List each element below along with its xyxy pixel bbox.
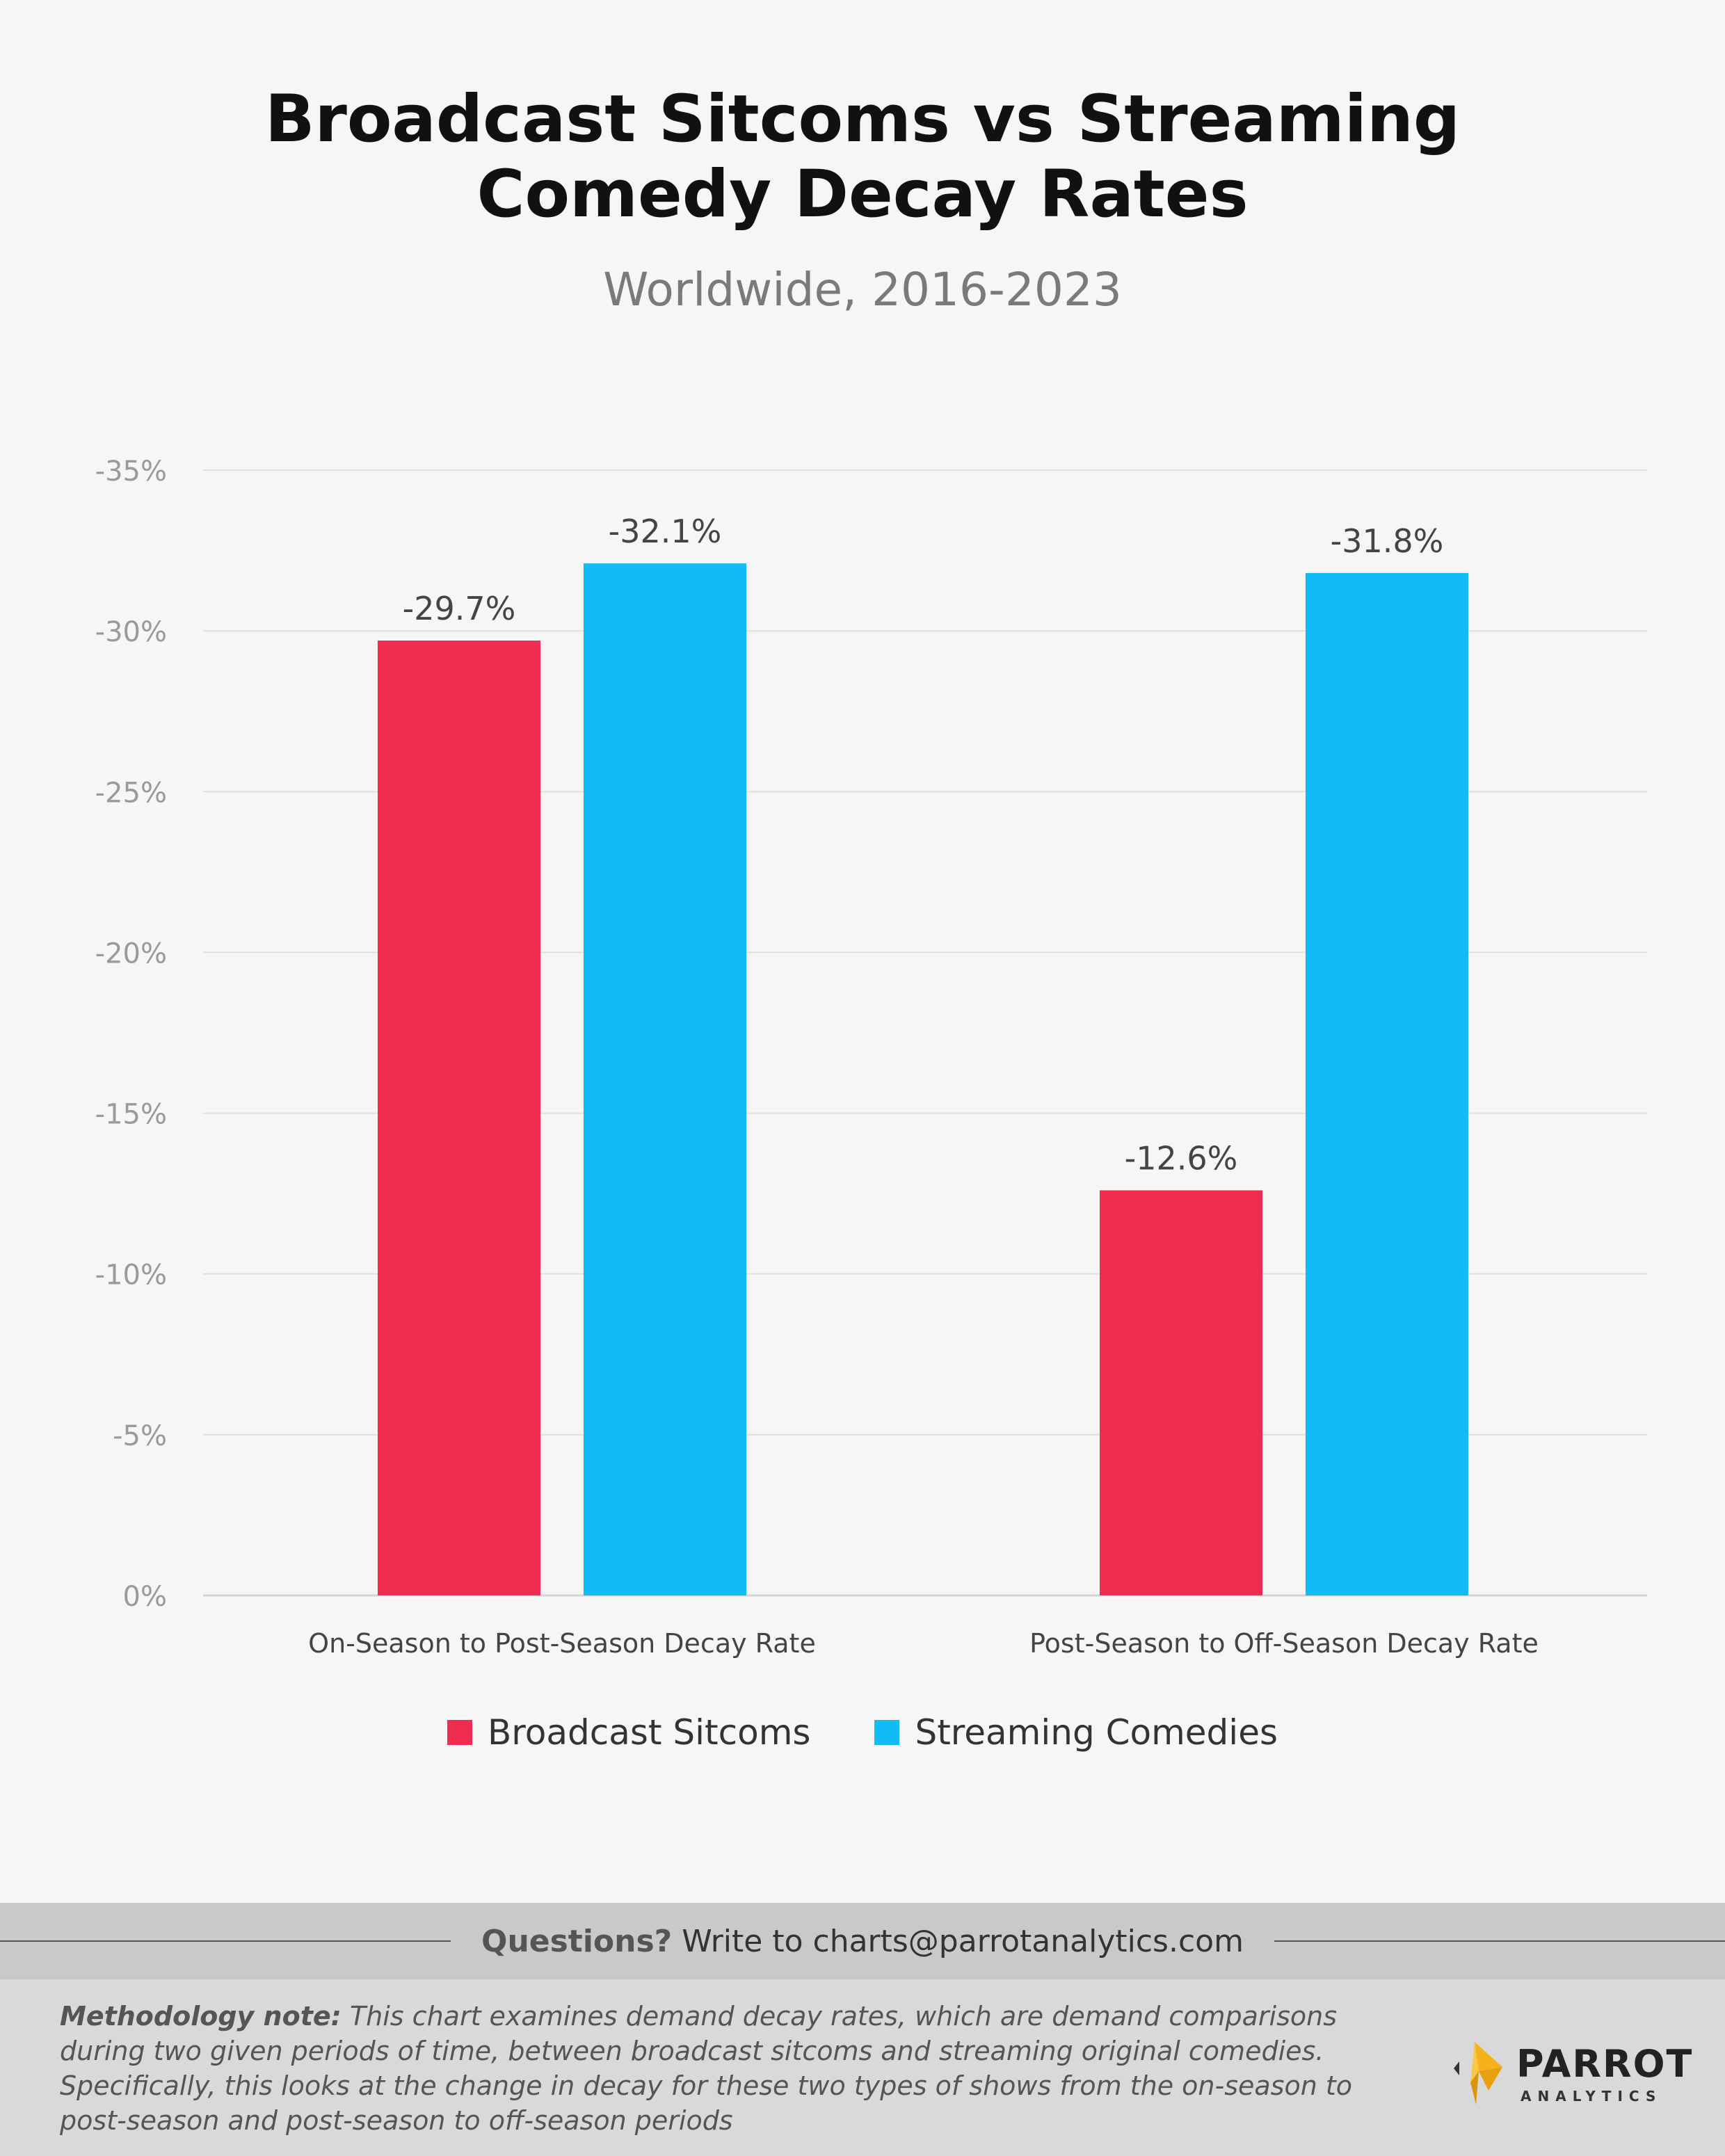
bar: [378, 641, 540, 1595]
legend: Broadcast Sitcoms Streaming Comedies: [0, 1712, 1725, 1753]
chart-title-line-1: Broadcast Sitcoms vs Streaming: [264, 81, 1461, 157]
parrot-analytics-logo: PARROT ANALYTICS: [1447, 2041, 1692, 2117]
y-tick-label: -35%: [95, 456, 167, 488]
questions-label: Questions?: [481, 1923, 673, 1959]
logo-wordmark: PARROT: [1516, 2042, 1694, 2086]
legend-item-broadcast: Broadcast Sitcoms: [447, 1712, 810, 1753]
chart-subtitle: Worldwide, 2016-2023: [603, 263, 1122, 316]
questions-bar: Questions? Write to charts@parrotanalyti…: [0, 1903, 1725, 1979]
questions-divider-right: [1260, 1940, 1725, 1942]
questions-text: Questions? Write to charts@parrotanalyti…: [0, 1903, 1725, 1979]
legend-swatch-streaming: [874, 1720, 900, 1745]
legend-item-streaming: Streaming Comedies: [874, 1712, 1278, 1753]
data-label: -31.8%: [1331, 522, 1444, 560]
y-tick-label: -30%: [95, 616, 167, 648]
data-label: -29.7%: [403, 590, 516, 627]
legend-label-broadcast: Broadcast Sitcoms: [487, 1712, 811, 1753]
y-tick-label: -5%: [113, 1420, 167, 1452]
bar: [584, 563, 746, 1595]
legend-swatch-broadcast: [447, 1720, 472, 1745]
methodology-note: Methodology note: This chart examines de…: [60, 1999, 1402, 2138]
y-tick-label: 0%: [123, 1581, 167, 1613]
logo-subtitle: ANALYTICS: [1521, 2088, 1662, 2105]
data-label: -12.6%: [1125, 1140, 1238, 1177]
bar: [1306, 572, 1468, 1596]
x-category-label: Post-Season to Off-Season Decay Rate: [1029, 1628, 1539, 1659]
x-category-label: On-Season to Post-Season Decay Rate: [308, 1628, 816, 1659]
data-label: -32.1%: [609, 513, 722, 550]
chart-title-line-2: Comedy Decay Rates: [476, 156, 1249, 232]
parrot-logo-icon: [1454, 2042, 1502, 2105]
y-tick-label: -25%: [95, 777, 167, 809]
bar: [1100, 1190, 1262, 1595]
chart-title: Broadcast Sitcoms vs Streaming Comedy De…: [0, 82, 1725, 232]
methodology-label: Methodology note:: [60, 2001, 342, 2032]
y-tick-label: -10%: [95, 1260, 167, 1292]
y-tick-label: -15%: [95, 1099, 167, 1131]
legend-label-streaming: Streaming Comedies: [915, 1712, 1278, 1753]
methodology-text: This chart examines demand decay rates, …: [60, 2001, 1353, 2136]
footer: Methodology note: This chart examines de…: [0, 1979, 1725, 2156]
bar-chart: 0% -5% -10% -15% -20% -25% -30% -35% -29.7% -32.1…: [95, 456, 1647, 1659]
questions-divider-left: [0, 1940, 467, 1942]
y-tick-label: -20%: [95, 938, 167, 970]
questions-contact[interactable]: Write to charts@parrotanalytics.com: [682, 1923, 1244, 1959]
